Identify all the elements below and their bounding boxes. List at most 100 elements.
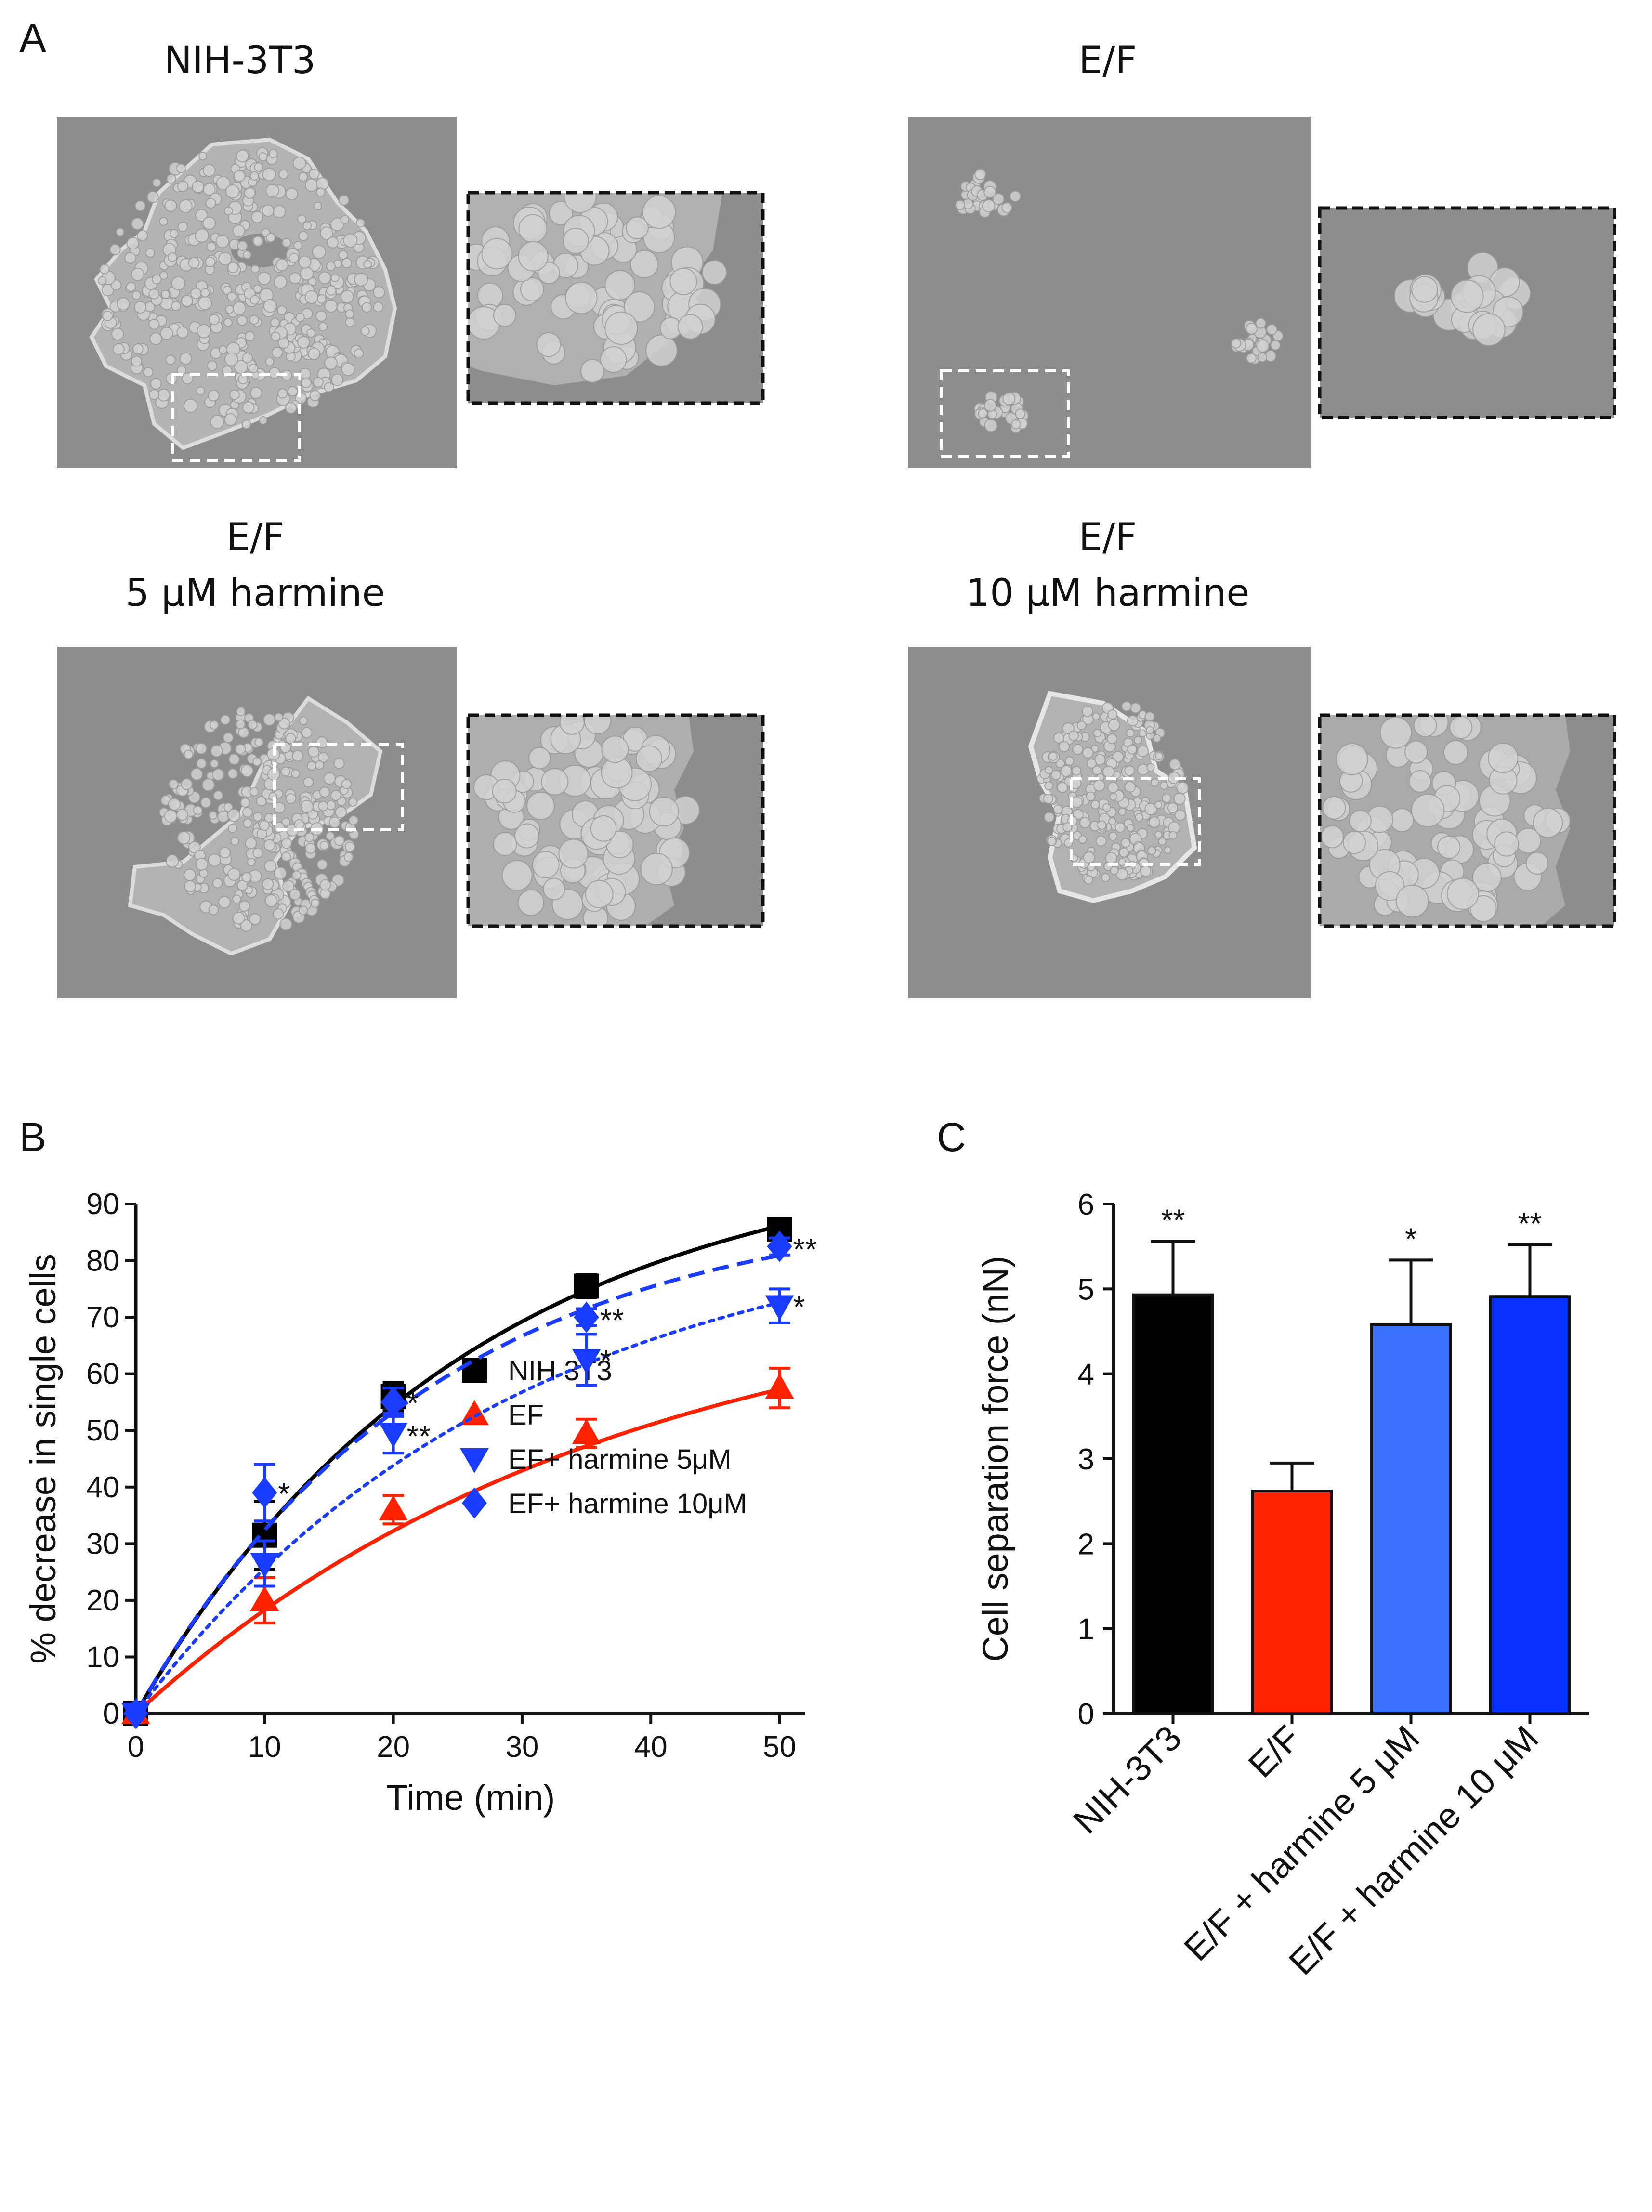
cell xyxy=(220,714,231,725)
cell xyxy=(340,215,350,224)
cell xyxy=(207,360,218,371)
cell xyxy=(244,331,255,341)
cell xyxy=(1057,782,1068,793)
cell xyxy=(1390,808,1414,832)
cell xyxy=(150,378,162,390)
cell xyxy=(1090,799,1100,810)
cell xyxy=(111,327,124,341)
cell xyxy=(601,735,629,763)
cell xyxy=(526,791,555,820)
cell xyxy=(330,790,341,801)
zoom-nih3t3 xyxy=(466,191,765,405)
cell xyxy=(1396,884,1429,918)
cell xyxy=(254,162,264,172)
cell xyxy=(992,193,1005,205)
cell xyxy=(1169,759,1181,771)
cell xyxy=(1336,743,1368,775)
cell xyxy=(266,233,276,243)
cell xyxy=(1437,835,1461,859)
significance-mark: ** xyxy=(407,1419,431,1453)
cell xyxy=(248,363,259,374)
cell xyxy=(197,324,211,339)
cell xyxy=(176,809,188,821)
cell xyxy=(200,797,211,809)
cell xyxy=(179,199,193,213)
cell-cluster-ef xyxy=(955,168,1284,433)
cell xyxy=(1107,709,1118,720)
cell xyxy=(177,222,188,232)
cell xyxy=(251,210,264,223)
cell xyxy=(215,234,229,249)
cell xyxy=(565,282,598,314)
cell xyxy=(642,195,676,229)
cell xyxy=(978,408,988,419)
cell xyxy=(318,271,331,285)
cell xyxy=(319,786,330,798)
cell xyxy=(318,752,329,763)
inset-box-nih3t3 xyxy=(171,373,301,462)
cell xyxy=(196,386,205,396)
cell xyxy=(1533,808,1563,838)
cell xyxy=(1411,276,1438,303)
cell xyxy=(171,276,186,290)
cell xyxy=(1082,747,1094,759)
cell xyxy=(271,347,283,359)
cell xyxy=(1138,729,1147,738)
significance-mark: ** xyxy=(600,1303,624,1337)
cell xyxy=(294,819,305,830)
cell xyxy=(297,336,310,349)
cell xyxy=(168,779,179,789)
cell xyxy=(259,820,270,831)
cell xyxy=(320,226,334,240)
cell xyxy=(1321,825,1344,849)
cell xyxy=(228,824,237,833)
cell xyxy=(1144,711,1155,722)
cell xyxy=(291,750,303,762)
legend-marker xyxy=(462,1487,487,1519)
cell xyxy=(240,798,250,808)
cell xyxy=(1469,895,1497,922)
cell xyxy=(298,255,312,269)
x-tick-label: 0 xyxy=(128,1730,144,1764)
cell xyxy=(1140,865,1152,877)
cell xyxy=(1062,822,1073,832)
cell xyxy=(1093,729,1102,737)
cell xyxy=(984,399,997,412)
cell xyxy=(205,256,216,268)
cell xyxy=(330,273,340,282)
cell xyxy=(223,318,233,327)
cell xyxy=(196,758,207,769)
cell xyxy=(1110,866,1119,875)
cell xyxy=(242,807,253,818)
cell xyxy=(198,296,212,311)
cell xyxy=(345,317,355,327)
significance-mark: * xyxy=(793,1290,805,1324)
cell xyxy=(313,377,324,388)
bar xyxy=(1489,1295,1571,1715)
cell xyxy=(98,276,107,286)
micrograph-ef-10um xyxy=(908,647,1311,998)
x-tick-label: 10 xyxy=(248,1730,281,1764)
cell xyxy=(341,779,352,789)
cell xyxy=(334,835,345,846)
cell xyxy=(304,832,314,842)
cell xyxy=(131,217,144,230)
cell xyxy=(338,250,348,260)
cell xyxy=(289,889,301,901)
cell xyxy=(1079,817,1091,828)
cell xyxy=(1118,808,1127,816)
cell xyxy=(1167,802,1179,813)
micrograph-ef-5um xyxy=(57,647,457,998)
cell xyxy=(146,191,159,203)
cell xyxy=(361,302,372,313)
cell xyxy=(227,291,237,302)
fit-curve xyxy=(134,1387,780,1715)
cell xyxy=(109,244,121,255)
cell xyxy=(223,732,234,744)
cell xyxy=(333,758,345,769)
cell xyxy=(1083,851,1095,864)
cell xyxy=(253,812,262,822)
cell xyxy=(247,857,256,867)
cell-cluster-nih3t3 xyxy=(89,137,397,450)
